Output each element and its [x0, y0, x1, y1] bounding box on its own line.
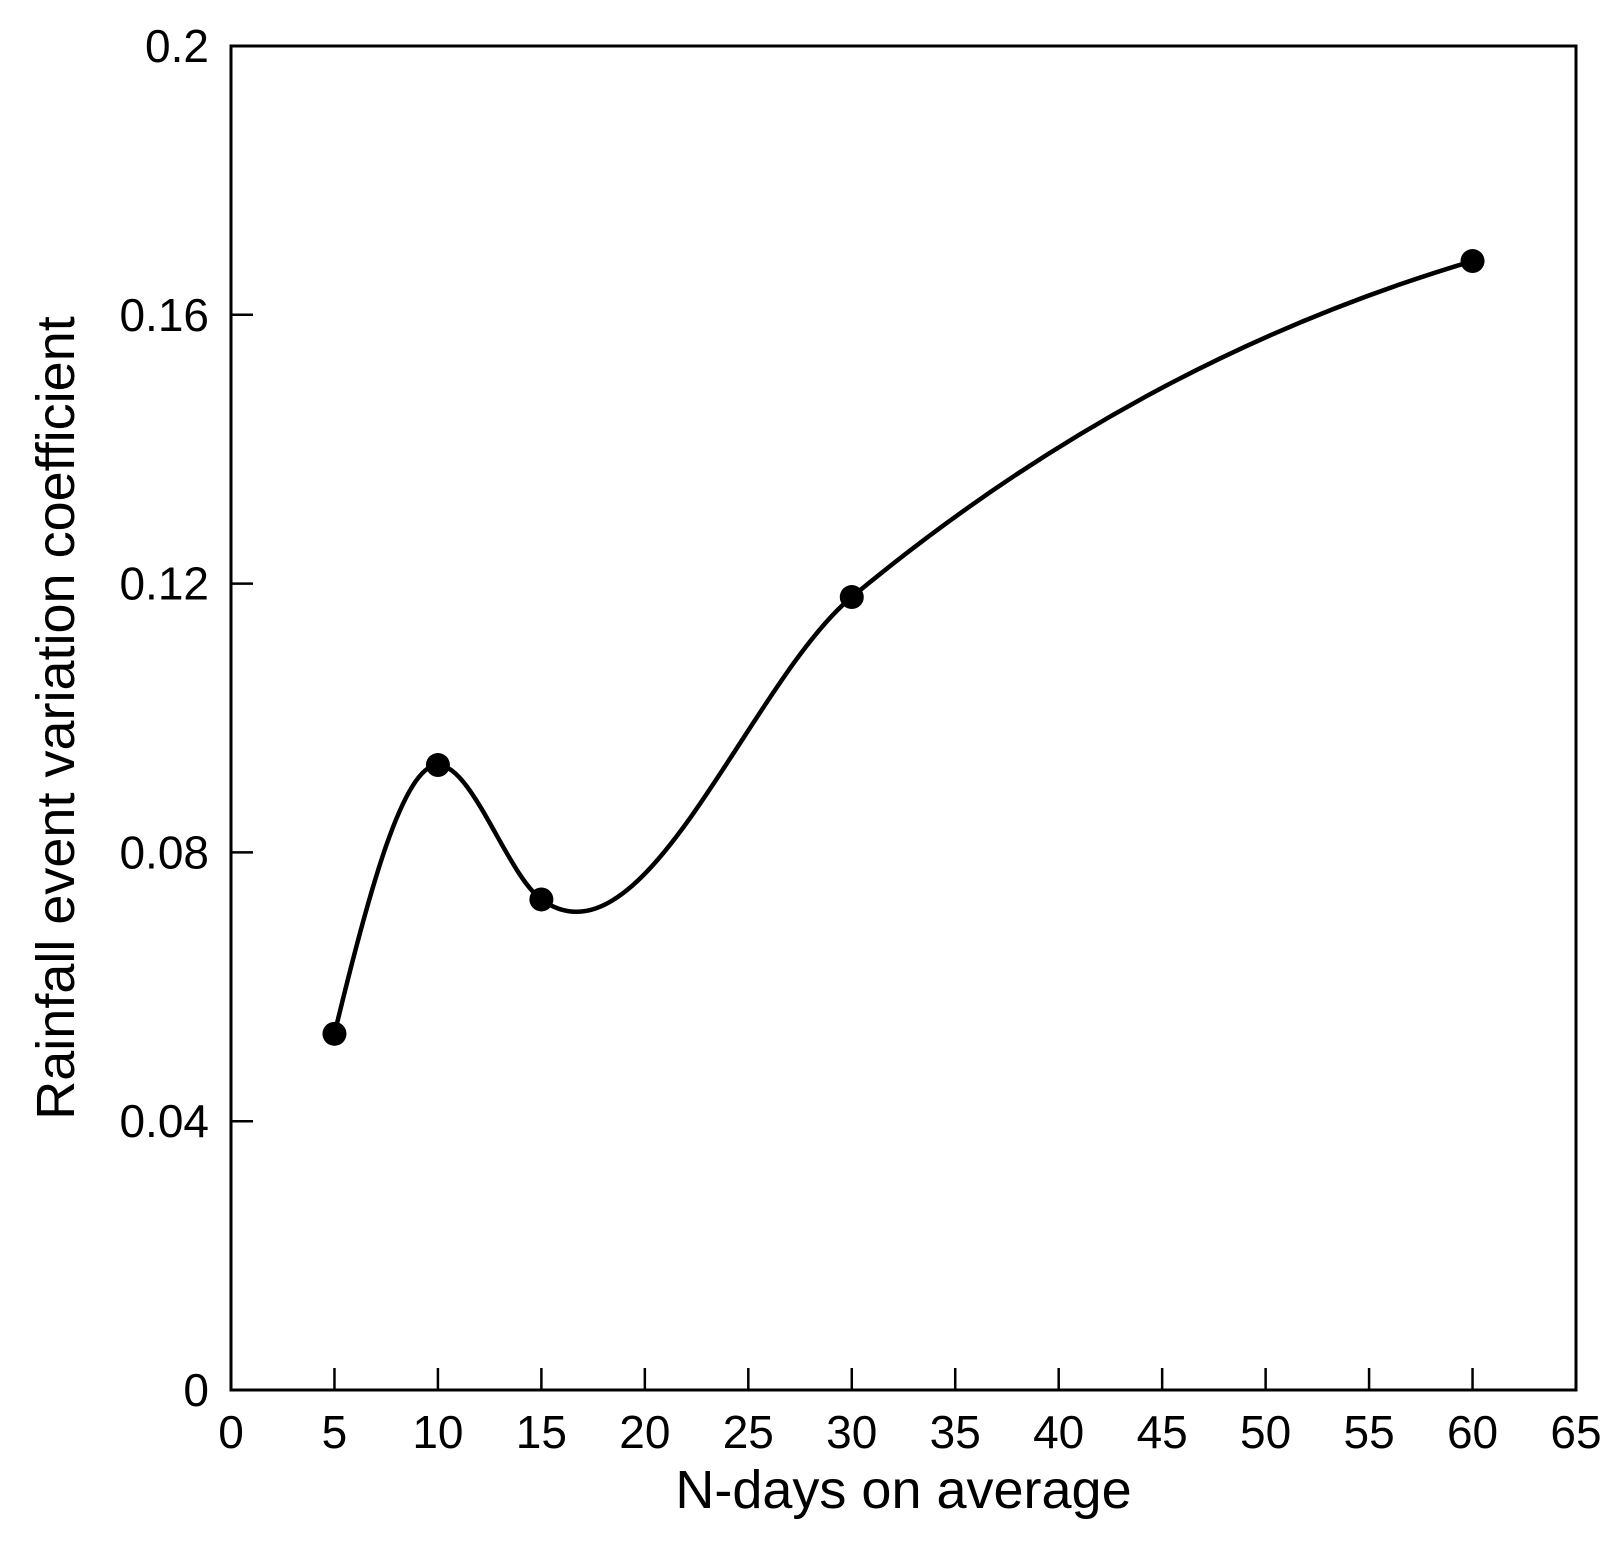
- data-point-15: [529, 887, 554, 912]
- data-point-5: [322, 1021, 347, 1046]
- x-tick-label: 55: [1343, 1406, 1394, 1458]
- x-tick-label: 45: [1137, 1406, 1188, 1458]
- x-tick-label: 40: [1033, 1406, 1084, 1458]
- y-tick-label: 0.12: [119, 558, 209, 610]
- y-tick-label: 0: [183, 1364, 209, 1416]
- x-tick-label: 5: [322, 1406, 348, 1458]
- x-tick-label: 25: [723, 1406, 774, 1458]
- data-point-30: [839, 585, 864, 610]
- data-point-10: [425, 753, 450, 778]
- x-tick-label: 30: [826, 1406, 877, 1458]
- x-tick-label: 15: [516, 1406, 567, 1458]
- series-curve: [332, 258, 1475, 1037]
- data-markers: [322, 249, 1485, 1046]
- y-axis-title: Rainfall event variation coefficient: [26, 316, 86, 1119]
- x-tick-label: 10: [412, 1406, 463, 1458]
- x-tick-label: 20: [619, 1406, 670, 1458]
- x-tick-label: 60: [1447, 1406, 1498, 1458]
- x-tick-label: 0: [218, 1406, 244, 1458]
- y-tick-label: 0.16: [119, 289, 209, 341]
- plot-frame: [229, 44, 1578, 1392]
- x-tick-label: 35: [930, 1406, 981, 1458]
- y-tick-label: 0.08: [119, 826, 209, 878]
- x-tick-label: 50: [1240, 1406, 1291, 1458]
- x-axis-title: N-days on average: [675, 1460, 1131, 1520]
- x-tick-label: 65: [1550, 1406, 1601, 1458]
- y-tick-label: 0.2: [145, 20, 209, 72]
- axis-ticks: 0 5 10 15 20 25 30 35 40 45 50 55 60 65 0 0.04 0.08 0.12 0…: [119, 20, 1601, 1458]
- data-point-60: [1460, 249, 1485, 274]
- y-tick-label: 0.04: [119, 1095, 209, 1147]
